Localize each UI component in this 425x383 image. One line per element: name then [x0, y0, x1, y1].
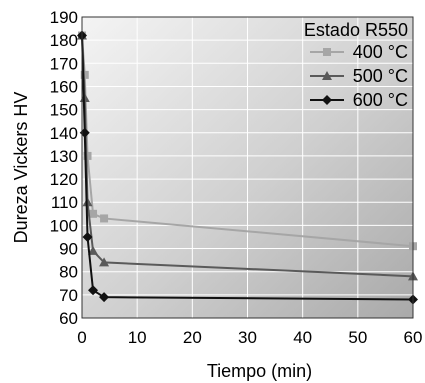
- y-tick-label: 180: [50, 31, 78, 50]
- y-tick-label: 120: [50, 170, 78, 189]
- y-tick-label: 170: [50, 54, 78, 73]
- legend-swatch-marker: [323, 48, 331, 56]
- legend-entry-label: 600 °C: [353, 90, 408, 110]
- data-point: [88, 285, 99, 296]
- x-tick-label: 10: [128, 328, 147, 347]
- legend-swatch-marker: [322, 95, 332, 105]
- legend: Estado R550 400 °C 500 °C 600 °C: [304, 20, 408, 110]
- data-point: [100, 214, 109, 223]
- y-tick-label: 70: [59, 286, 78, 305]
- y-tick-label: 140: [50, 124, 78, 143]
- grid-lines: [82, 17, 413, 318]
- y-tick-label: 90: [59, 240, 78, 259]
- legend-entry-label: 400 °C: [353, 42, 408, 62]
- y-tick-label: 150: [50, 101, 78, 120]
- x-tick-label: 20: [183, 328, 202, 347]
- data-point: [88, 245, 99, 255]
- y-tick-label: 60: [59, 309, 78, 328]
- legend-swatch-marker: [322, 71, 332, 80]
- y-tick-label: 100: [50, 216, 78, 235]
- x-tick-label: 0: [77, 328, 86, 347]
- x-tick-label: 40: [293, 328, 312, 347]
- y-tick-label: 160: [50, 77, 78, 96]
- y-tick-label: 130: [50, 147, 78, 166]
- y-axis-label: Dureza Vickers HV: [11, 92, 31, 244]
- x-tick-label: 30: [238, 328, 257, 347]
- series-line: [81, 35, 414, 301]
- data-point: [83, 151, 92, 160]
- legend-title: Estado R550: [304, 20, 408, 40]
- plot-frame: [81, 16, 414, 319]
- data-point: [80, 70, 89, 79]
- y-tick-label: 110: [51, 193, 78, 212]
- legend-entry-label: 500 °C: [353, 66, 408, 86]
- data-point: [99, 257, 110, 267]
- tick-labels: 60 70 80 90 100 110 120 130 140 150 160 170 180 190 0 1…: [50, 8, 423, 347]
- data-point: [89, 209, 98, 218]
- data-point: [99, 292, 110, 303]
- x-tick-label: 60: [404, 328, 423, 347]
- y-tick-label: 80: [59, 263, 78, 282]
- data-point: [82, 231, 93, 242]
- y-tick-label: 190: [50, 8, 78, 27]
- x-tick-label: 50: [348, 328, 367, 347]
- x-axis-label: Tiempo (min): [207, 361, 312, 381]
